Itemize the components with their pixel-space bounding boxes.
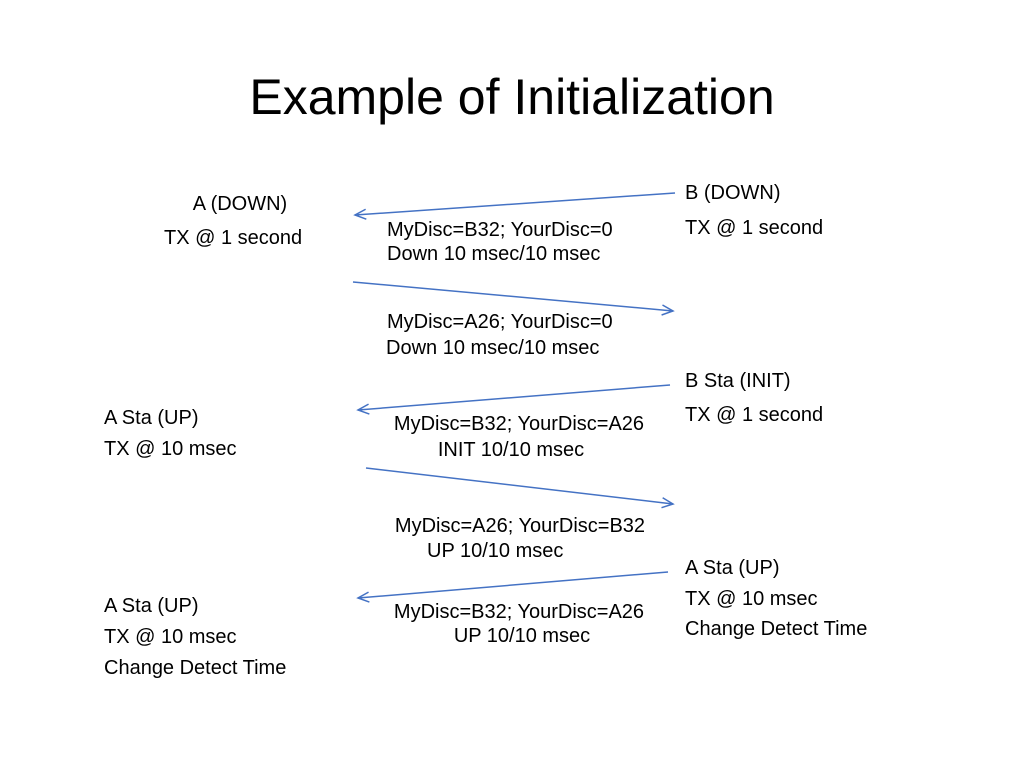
message-1-discriminators: MyDisc=B32; YourDisc=0: [387, 219, 613, 241]
right-a-sta-up-state: A Sta (UP): [685, 557, 780, 579]
right-change-detect-time: Change Detect Time: [685, 618, 868, 640]
arrow-a-to-b-2: [365, 467, 675, 509]
message-2-state: Down 10 msec/10 msec: [386, 337, 600, 359]
a-sta-up-tx-rate-1: TX @ 10 msec: [104, 438, 237, 460]
message-2-discriminators: MyDisc=A26; YourDisc=0: [387, 311, 613, 333]
b-down-state: B (DOWN): [685, 182, 781, 204]
arrow-a-to-b-1: [352, 281, 675, 316]
b-sta-init-tx-rate: TX @ 1 second: [685, 404, 824, 426]
b-down-tx-rate: TX @ 1 second: [685, 217, 824, 239]
arrow-b-to-a-3: [356, 571, 669, 603]
message-3-discriminators: MyDisc=B32; YourDisc=A26: [393, 413, 645, 435]
message-4-discriminators: MyDisc=A26; YourDisc=B32: [394, 515, 646, 537]
message-5-state: UP 10/10 msec: [453, 625, 591, 647]
message-3-state: INIT 10/10 msec: [437, 439, 585, 461]
message-4-state: UP 10/10 msec: [427, 540, 564, 562]
slide-title: Example of Initialization: [249, 69, 775, 125]
a-down-tx-rate: TX @ 1 second: [164, 227, 303, 249]
a-sta-up-tx-rate-2: TX @ 10 msec: [104, 626, 237, 648]
b-sta-init-state: B Sta (INIT): [685, 370, 791, 392]
arrow-b-to-a-2: [356, 384, 671, 415]
right-a-sta-up-tx-rate: TX @ 10 msec: [685, 588, 818, 610]
a-sta-up-state-2: A Sta (UP): [104, 595, 199, 617]
message-1-state: Down 10 msec/10 msec: [387, 243, 601, 265]
message-5-discriminators: MyDisc=B32; YourDisc=A26: [393, 601, 645, 623]
a-sta-up-state-1: A Sta (UP): [104, 407, 199, 429]
arrow-b-to-a-1: [353, 192, 676, 220]
a-change-detect-time: Change Detect Time: [104, 657, 287, 679]
a-down-state: A (DOWN): [192, 193, 288, 215]
